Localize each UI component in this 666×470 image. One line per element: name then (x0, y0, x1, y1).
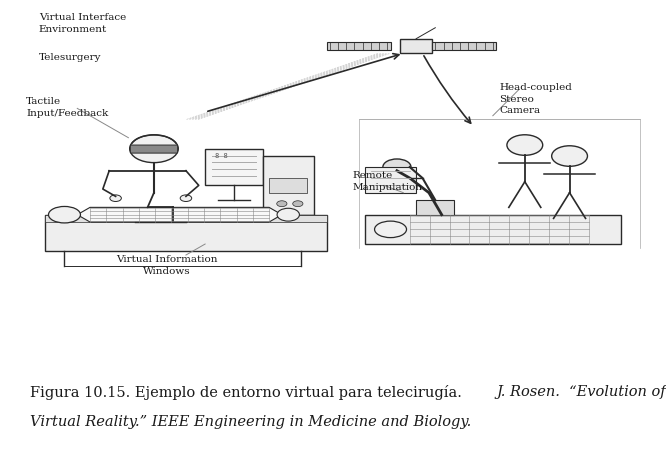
Text: Head-coupled
Stereo
Camera: Head-coupled Stereo Camera (500, 83, 572, 115)
FancyBboxPatch shape (45, 215, 326, 251)
Text: 8 8: 8 8 (214, 153, 228, 159)
Text: J. Rosen.  “Evolution of: J. Rosen. “Evolution of (496, 384, 666, 399)
Circle shape (507, 135, 543, 155)
Polygon shape (77, 207, 282, 222)
FancyBboxPatch shape (416, 200, 454, 215)
Text: Virtual Information
Windows: Virtual Information Windows (116, 255, 218, 276)
Circle shape (110, 195, 121, 202)
Text: Telesurgery: Telesurgery (39, 54, 101, 63)
Text: Tactile
Input/Feedback: Tactile Input/Feedback (26, 97, 109, 118)
Text: Remote
Manipulation: Remote Manipulation (352, 171, 422, 191)
Circle shape (130, 135, 178, 163)
Ellipse shape (374, 221, 406, 238)
Text: Virtual Reality.” IEEE Engineering in Medicine and Biology.: Virtual Reality.” IEEE Engineering in Me… (30, 415, 472, 429)
Text: Figura 10.15. Ejemplo de entorno virtual para telecirugía.: Figura 10.15. Ejemplo de entorno virtual… (30, 384, 466, 400)
Circle shape (277, 201, 287, 207)
Circle shape (293, 201, 303, 207)
FancyBboxPatch shape (45, 215, 326, 222)
FancyBboxPatch shape (365, 167, 416, 193)
Circle shape (551, 146, 587, 166)
FancyBboxPatch shape (269, 178, 308, 193)
Text: Virtual Interface
Environment: Virtual Interface Environment (39, 13, 126, 34)
Ellipse shape (277, 208, 300, 221)
FancyBboxPatch shape (262, 156, 314, 215)
Circle shape (383, 159, 411, 175)
FancyBboxPatch shape (400, 39, 432, 54)
FancyBboxPatch shape (432, 42, 496, 50)
Polygon shape (365, 215, 621, 244)
FancyBboxPatch shape (131, 145, 178, 153)
Circle shape (180, 195, 192, 202)
FancyBboxPatch shape (326, 42, 390, 50)
FancyBboxPatch shape (205, 149, 262, 185)
Ellipse shape (49, 206, 81, 223)
